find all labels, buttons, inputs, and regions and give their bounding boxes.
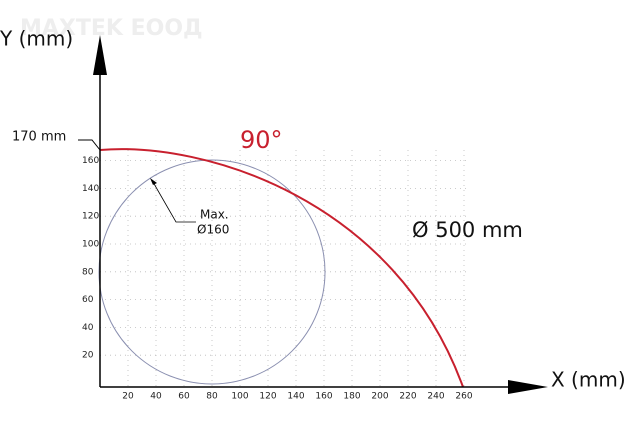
y-arrow — [93, 35, 107, 75]
grid — [100, 150, 470, 387]
max-leader — [152, 181, 196, 223]
y-tick-label: 20 — [82, 351, 94, 361]
max-label: Max. — [200, 208, 229, 222]
x-arrow — [508, 380, 548, 394]
max-diameter-label: Ø160 — [197, 223, 229, 237]
x-tick-label: 220 — [399, 392, 416, 402]
max-leader-arrow — [150, 178, 157, 185]
diameter-label: Ø 500 mm — [412, 218, 523, 242]
y-axis-label: Y (mm) — [0, 27, 73, 51]
y-tick-label: 60 — [82, 295, 94, 305]
x-tick-label: 240 — [427, 392, 444, 402]
x-tick-label: 200 — [371, 392, 388, 402]
angle-label: 90° — [240, 126, 283, 154]
x-tick-label: 100 — [231, 392, 248, 402]
y-tick-label: 40 — [82, 323, 94, 333]
x-tick-label: 40 — [150, 392, 162, 402]
x-tick-label: 80 — [206, 392, 218, 402]
x-tick-label: 180 — [343, 392, 360, 402]
x-tick-label: 260 — [455, 392, 472, 402]
max-circle — [98, 159, 326, 385]
x-tick-label: 20 — [122, 392, 134, 402]
cutting-arc — [99, 148, 464, 388]
height-label: 170 mm — [12, 130, 66, 145]
height-leader — [78, 139, 101, 151]
x-tick-label: 140 — [287, 392, 304, 402]
x-tick-label: 60 — [178, 392, 190, 402]
x-tick-label: 120 — [259, 392, 276, 402]
y-tick-label: 140 — [82, 184, 99, 194]
y-tick-label: 100 — [82, 240, 99, 250]
y-tick-label: 120 — [82, 212, 99, 222]
watermark: MAXTEK ЕООД — [20, 16, 203, 41]
y-tick-label: 80 — [82, 267, 94, 277]
x-tick-label: 160 — [315, 392, 332, 402]
y-tick-label: 160 — [82, 156, 99, 166]
x-axis-label: X (mm) — [551, 368, 626, 392]
